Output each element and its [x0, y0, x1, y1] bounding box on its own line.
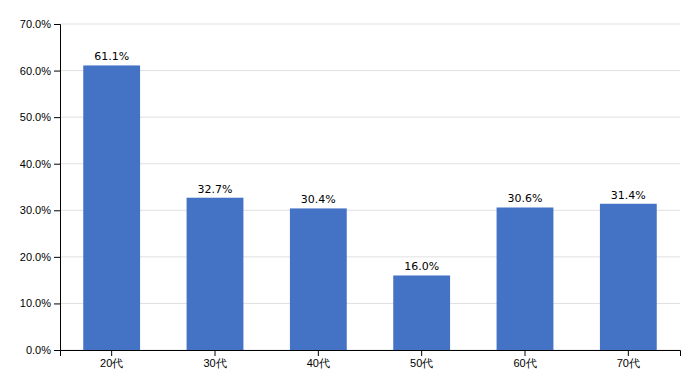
y-tick-mark — [54, 257, 60, 258]
x-tick-mark — [421, 350, 422, 356]
plot: 0.0% 10.0% 20.0% 30.0% 40.0% 50.0% 60.0% 70.0% 2… — [20, 18, 681, 369]
x-tick-mark — [525, 350, 526, 356]
x-tick-label: 40代 — [307, 357, 330, 369]
chart-container: 0.0% 10.0% 20.0% 30.0% 40.0% 50.0% 60.0% 70.0% 2… — [0, 0, 700, 386]
data-label: 30.4% — [301, 193, 336, 206]
x-tick-mark — [628, 350, 629, 356]
grid-line — [60, 303, 680, 304]
x-tick-label: 50代 — [410, 357, 433, 369]
bar — [497, 207, 554, 350]
y-tick: 10.0% — [20, 297, 60, 309]
y-tick-label: 10.0% — [20, 297, 51, 309]
data-label: 31.4% — [611, 189, 646, 202]
grid-line — [60, 70, 680, 71]
x-tick: 70代 — [617, 350, 640, 369]
bar — [187, 198, 244, 350]
y-tick-mark — [54, 24, 60, 25]
x-tick: 60代 — [513, 350, 536, 369]
x-axis: 20代 30代 40代 50代 60代 70代 — [61, 350, 681, 369]
y-tick: 30.0% — [20, 204, 60, 216]
bar — [83, 65, 140, 350]
y-axis: 0.0% 10.0% 20.0% 30.0% 40.0% 50.0% 60.0% 70.0% — [20, 18, 61, 356]
x-tick-mark — [318, 350, 319, 356]
bar — [290, 208, 347, 350]
grid — [60, 24, 680, 350]
y-tick: 60.0% — [20, 65, 60, 77]
bar — [600, 204, 657, 350]
data-label: 16.0% — [404, 260, 439, 273]
y-tick-label: 40.0% — [20, 158, 51, 170]
bars — [83, 65, 657, 350]
data-label: 32.7% — [198, 183, 233, 196]
chart-svg: 0.0% 10.0% 20.0% 30.0% 40.0% 50.0% 60.0% 70.0% 2… — [0, 0, 700, 386]
x-tick-mark — [215, 350, 216, 356]
y-tick: 50.0% — [20, 111, 60, 123]
grid-line — [60, 256, 680, 257]
y-tick: 70.0% — [20, 18, 60, 30]
data-label: 30.6% — [508, 192, 543, 205]
bar — [393, 275, 450, 350]
y-tick-label: 70.0% — [20, 18, 51, 30]
grid-line — [60, 24, 680, 25]
grid-line — [60, 117, 680, 118]
y-tick: 20.0% — [20, 251, 60, 263]
x-tick: 40代 — [307, 350, 330, 369]
y-tick-mark — [54, 210, 60, 211]
x-tick-mark — [111, 350, 112, 356]
y-tick-mark — [54, 303, 60, 304]
y-tick-mark — [54, 164, 60, 165]
y-tick-label: 30.0% — [20, 204, 51, 216]
y-axis-line — [54, 25, 61, 351]
x-tick-label: 30代 — [203, 357, 226, 369]
x-axis-line — [61, 351, 681, 357]
x-tick-label: 60代 — [513, 357, 536, 369]
x-tick-label: 70代 — [617, 357, 640, 369]
data-label: 61.1% — [94, 50, 129, 63]
x-tick: 50代 — [410, 350, 433, 369]
y-tick-mark — [54, 350, 60, 351]
grid-line — [60, 163, 680, 164]
y-tick-mark — [54, 117, 60, 118]
x-tick-label: 20代 — [100, 357, 123, 369]
x-tick: 30代 — [203, 350, 226, 369]
data-labels: 61.1% 32.7% 30.4% 16.0% 30.6% 31.4% — [94, 50, 646, 273]
grid-line — [60, 210, 680, 211]
y-tick-label: 0.0% — [26, 344, 51, 356]
y-tick: 0.0% — [26, 344, 60, 356]
x-tick: 20代 — [100, 350, 123, 369]
y-tick-label: 50.0% — [20, 111, 51, 123]
y-tick-mark — [54, 71, 60, 72]
page: 0.0% 10.0% 20.0% 30.0% 40.0% 50.0% 60.0% 70.0% 2… — [0, 0, 700, 386]
y-tick-label: 60.0% — [20, 65, 51, 77]
y-tick-label: 20.0% — [20, 251, 51, 263]
y-tick: 40.0% — [20, 158, 60, 170]
